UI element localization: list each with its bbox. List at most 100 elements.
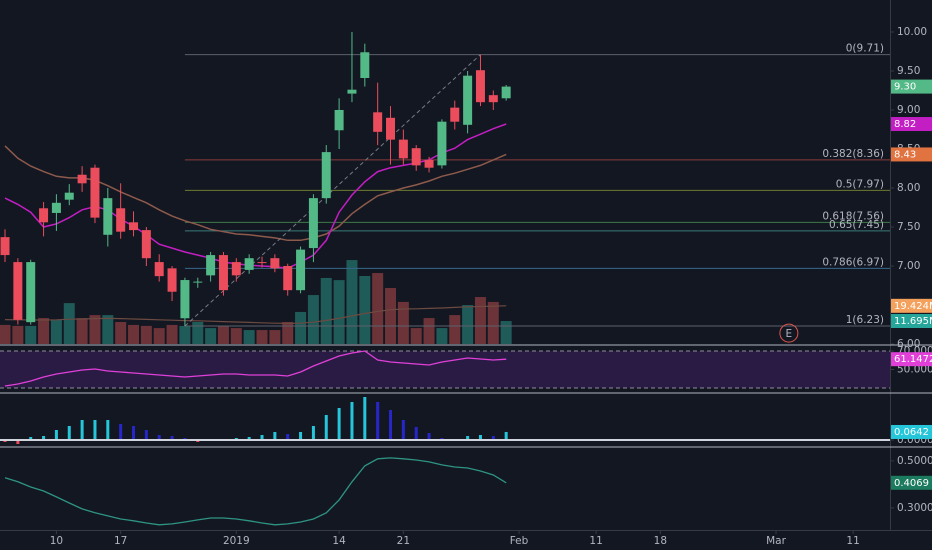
candle-body	[360, 52, 370, 79]
histogram-bar	[401, 420, 405, 440]
candle-body	[424, 159, 434, 168]
histogram-bar	[157, 435, 161, 440]
histogram-bar	[80, 420, 84, 440]
candle-body	[154, 262, 164, 277]
y-tick-label: 6.00	[897, 338, 920, 350]
histogram-bar	[260, 435, 264, 440]
volume-bar	[140, 325, 152, 344]
candle-body	[167, 268, 177, 292]
volume-bar	[25, 325, 37, 344]
last-value-tag	[891, 314, 932, 329]
last-value-tag	[891, 352, 932, 367]
candle-body	[308, 198, 318, 249]
candle-body	[180, 280, 190, 319]
volume-bar	[436, 328, 448, 344]
y-tick-label: 0.5000	[897, 455, 932, 467]
candle-body	[270, 258, 280, 269]
volume-bar	[385, 287, 397, 344]
slow-ma-line	[4, 145, 507, 242]
x-tick-label: 21	[397, 535, 410, 547]
volume-bar	[192, 321, 204, 344]
candle-body	[475, 70, 485, 103]
x-tick-label: 2019	[223, 535, 250, 547]
volume-bar	[0, 324, 11, 344]
x-tick-label: 14	[332, 535, 346, 547]
x-tick-label: 10	[50, 535, 63, 547]
x-tick-label: Mar	[766, 535, 786, 547]
volume-bar	[166, 324, 178, 344]
fib-label: 0.786(6.97)	[822, 256, 884, 268]
x-tick-label: 11	[589, 535, 602, 547]
histogram-bar	[299, 432, 303, 440]
last-value-label: 19.424M	[894, 301, 932, 312]
histogram-bar	[466, 436, 470, 440]
candle-body	[398, 139, 408, 159]
volume-bar	[320, 277, 332, 344]
candle-body	[296, 249, 306, 291]
candle-body	[463, 75, 473, 125]
candle-body	[51, 202, 61, 213]
histogram-bar	[311, 426, 315, 440]
histogram-bar	[16, 440, 20, 444]
volume-bar	[449, 315, 461, 344]
candle-body	[193, 281, 203, 283]
histogram-bar	[106, 420, 110, 440]
volume-bar	[205, 328, 217, 344]
volume-bar	[217, 325, 229, 344]
fib-label: 0(9.71)	[846, 43, 884, 55]
histogram-bar	[337, 408, 341, 440]
candle-body	[321, 152, 331, 199]
volume-bar	[50, 320, 62, 344]
candle-body	[488, 95, 498, 103]
last-value-label: 11.695M	[894, 316, 932, 327]
volume-bar	[397, 301, 409, 344]
volume-bar	[38, 318, 50, 344]
last-value-tag	[891, 117, 932, 132]
histogram-bar	[93, 420, 97, 440]
event-label: E	[786, 328, 793, 340]
candle-body	[0, 237, 10, 256]
volume-bar	[359, 275, 371, 344]
volume-bar	[153, 328, 165, 344]
volume-bar	[230, 328, 242, 344]
candle-body	[334, 109, 344, 131]
histogram-bar	[29, 437, 33, 440]
candle-body	[244, 258, 254, 270]
candle-body	[257, 262, 267, 264]
volume-bar	[282, 321, 294, 344]
candle-body	[26, 262, 36, 323]
volume-bar	[410, 328, 422, 344]
candle-body	[283, 265, 293, 291]
histogram-bar	[427, 433, 431, 440]
volume-bar	[179, 325, 191, 344]
candle-body	[129, 222, 139, 231]
volume-bar	[128, 324, 140, 344]
last-value-tag	[891, 79, 932, 94]
y-tick-label: 9.00	[897, 104, 920, 116]
indicator-line	[4, 457, 507, 526]
last-value-label: 8.43	[894, 149, 916, 160]
histogram-bar	[376, 402, 380, 440]
last-value-tag	[891, 475, 932, 490]
y-tick-label: 0.3000	[897, 502, 932, 514]
fib-label: 0.618(7.56)	[822, 210, 884, 222]
indicator-line	[4, 350, 507, 387]
candle-body	[411, 148, 421, 166]
candle-body	[206, 255, 216, 276]
y-tick-label: 7.50	[897, 221, 920, 233]
y-tick-label: 50.0000	[897, 364, 932, 376]
histogram-bar	[324, 415, 328, 440]
histogram-bar	[42, 436, 46, 440]
histogram-bar	[132, 426, 136, 440]
volume-bar	[295, 311, 307, 344]
candle-body	[64, 192, 74, 200]
candle-body	[77, 174, 87, 184]
volume-bar	[256, 330, 268, 344]
volume-bar	[76, 318, 88, 344]
volume-bar	[487, 301, 499, 344]
volume-bar	[307, 295, 319, 344]
volume-bar	[243, 330, 255, 344]
histogram-bar	[286, 434, 290, 440]
histogram-bar	[54, 430, 58, 440]
